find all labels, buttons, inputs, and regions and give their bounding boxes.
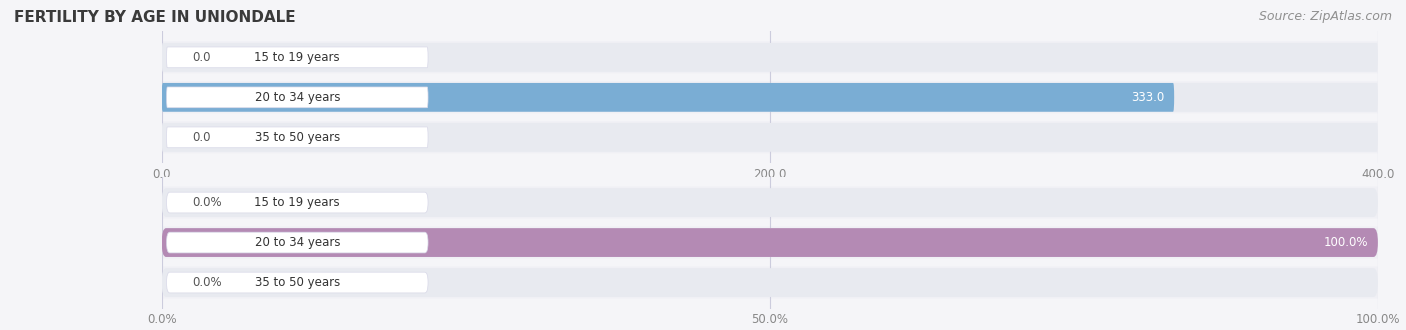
Text: 20 to 34 years: 20 to 34 years bbox=[254, 91, 340, 104]
FancyBboxPatch shape bbox=[162, 121, 1378, 153]
Text: 35 to 50 years: 35 to 50 years bbox=[254, 131, 340, 144]
FancyBboxPatch shape bbox=[162, 186, 1378, 218]
FancyBboxPatch shape bbox=[162, 43, 1378, 72]
Text: 333.0: 333.0 bbox=[1132, 91, 1164, 104]
Text: Source: ZipAtlas.com: Source: ZipAtlas.com bbox=[1258, 10, 1392, 23]
FancyBboxPatch shape bbox=[162, 228, 1378, 257]
Text: FERTILITY BY AGE IN UNIONDALE: FERTILITY BY AGE IN UNIONDALE bbox=[14, 10, 295, 25]
Text: 0.0%: 0.0% bbox=[193, 196, 222, 209]
FancyBboxPatch shape bbox=[162, 267, 1378, 299]
FancyBboxPatch shape bbox=[162, 41, 1378, 73]
Text: 0.0%: 0.0% bbox=[193, 276, 222, 289]
FancyBboxPatch shape bbox=[162, 82, 1378, 113]
FancyBboxPatch shape bbox=[162, 83, 1174, 112]
FancyBboxPatch shape bbox=[166, 47, 427, 68]
FancyBboxPatch shape bbox=[162, 228, 1378, 257]
FancyBboxPatch shape bbox=[166, 87, 427, 108]
FancyBboxPatch shape bbox=[162, 83, 1378, 112]
FancyBboxPatch shape bbox=[162, 123, 1378, 152]
FancyBboxPatch shape bbox=[162, 188, 1378, 217]
FancyBboxPatch shape bbox=[162, 268, 1378, 297]
FancyBboxPatch shape bbox=[166, 272, 427, 293]
FancyBboxPatch shape bbox=[162, 227, 1378, 258]
Text: 15 to 19 years: 15 to 19 years bbox=[254, 196, 340, 209]
FancyBboxPatch shape bbox=[166, 127, 427, 148]
Text: 20 to 34 years: 20 to 34 years bbox=[254, 236, 340, 249]
Text: 35 to 50 years: 35 to 50 years bbox=[254, 276, 340, 289]
FancyBboxPatch shape bbox=[166, 232, 427, 253]
Text: 15 to 19 years: 15 to 19 years bbox=[254, 51, 340, 64]
Text: 0.0: 0.0 bbox=[193, 51, 211, 64]
FancyBboxPatch shape bbox=[166, 192, 427, 213]
Text: 0.0: 0.0 bbox=[193, 131, 211, 144]
Text: 100.0%: 100.0% bbox=[1323, 236, 1368, 249]
